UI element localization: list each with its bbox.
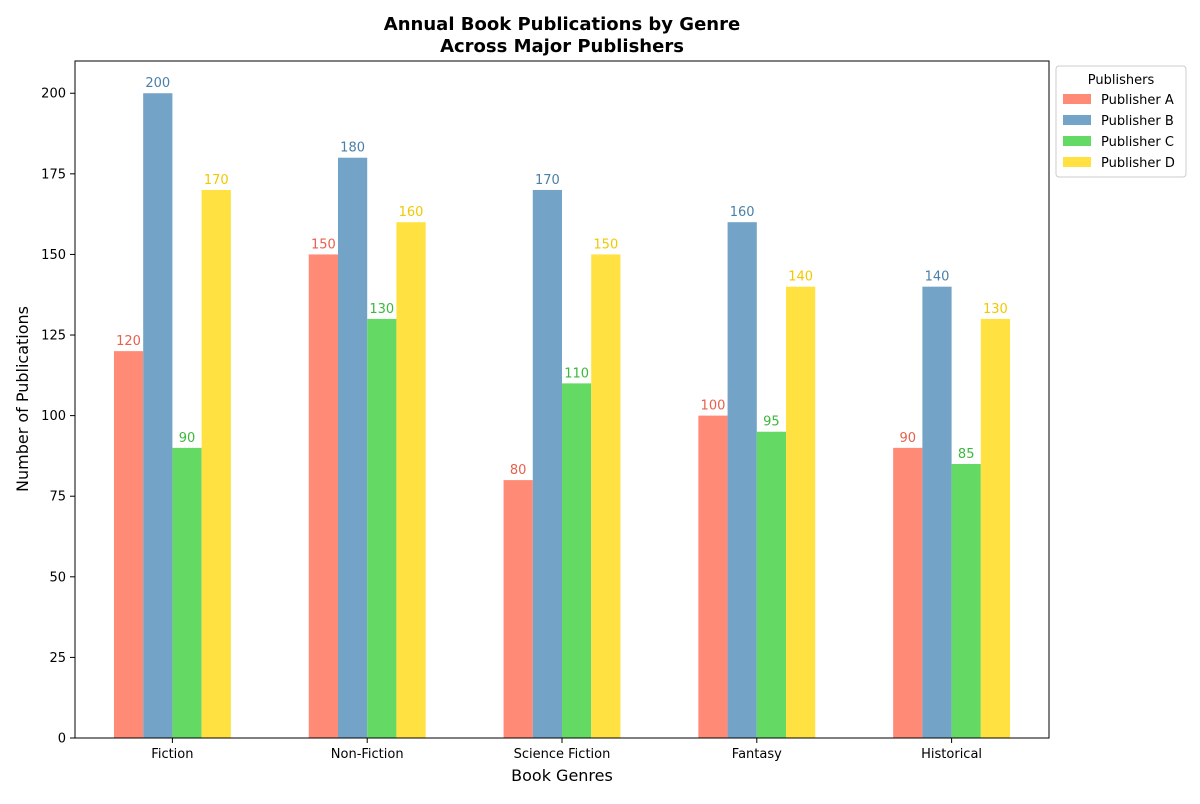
y-tick-label-6: 150	[41, 248, 66, 263]
x-tick-label-4: Historical	[921, 747, 982, 762]
x-tick-label-1: Non-Fiction	[331, 747, 404, 762]
data-label-0-1: 150	[311, 237, 336, 252]
data-label-3-0: 170	[204, 173, 229, 188]
legend-label-3: Publisher D	[1101, 156, 1175, 171]
data-label-3-4: 130	[983, 302, 1008, 317]
chart-title-line-1: Annual Book Publications by Genre	[384, 14, 740, 35]
data-label-0-0: 120	[116, 334, 141, 349]
legend-frame	[1055, 65, 1187, 178]
data-label-0-3: 100	[701, 399, 726, 414]
legend-title: Publishers	[1088, 73, 1155, 88]
x-tick-label-2: Science Fiction	[514, 747, 611, 762]
y-axis-label: Number of Publications	[13, 306, 32, 492]
plot-area: 120 150 80 100 90 200 180 170 160 140 90 130 110 95 85…	[41, 76, 1011, 762]
bar-3-0	[201, 189, 231, 738]
data-label-3-2: 150	[593, 237, 618, 252]
data-label-1-1: 180	[340, 141, 365, 156]
bar-0-1	[308, 254, 338, 738]
bar-3-4	[980, 318, 1011, 738]
chart-title-line-2: Across Major Publishers	[440, 36, 684, 57]
data-label-2-1: 130	[369, 302, 394, 317]
data-label-3-3: 140	[788, 270, 813, 285]
data-label-0-4: 90	[899, 431, 916, 446]
legend: Publishers Publisher A Publisher B Publish…	[1055, 65, 1187, 178]
bar-1-1	[337, 157, 368, 738]
bar-2-2	[562, 383, 592, 738]
y-tick-label-8: 200	[41, 87, 66, 102]
legend-swatch-1	[1063, 115, 1091, 125]
x-tick-label-0: Fiction	[151, 747, 193, 762]
legend-label-1: Publisher B	[1101, 114, 1174, 129]
bar-0-2	[503, 480, 533, 738]
bar-3-1	[396, 222, 426, 738]
data-label-1-4: 140	[925, 270, 950, 285]
data-label-1-0: 200	[145, 76, 170, 91]
y-tick-label-2: 50	[49, 570, 66, 585]
legend-swatch-3	[1063, 157, 1091, 167]
bar-2-3	[756, 431, 787, 738]
bar-0-4	[893, 447, 923, 738]
bar-2-4	[951, 463, 981, 738]
bar-3-3	[786, 286, 816, 738]
bar-3-2	[591, 254, 621, 738]
data-label-1-2: 170	[535, 173, 560, 188]
x-tick-label-3: Fantasy	[732, 747, 782, 762]
y-tick-label-1: 25	[49, 651, 66, 666]
bar-2-0	[172, 447, 202, 738]
data-label-2-4: 85	[958, 447, 975, 462]
data-label-2-2: 110	[564, 366, 589, 381]
plot-frame	[74, 60, 1050, 739]
y-tick-label-3: 75	[49, 490, 66, 505]
y-tick-label-7: 175	[41, 167, 66, 182]
x-axis-label: Book Genres	[511, 766, 613, 785]
y-tick-label-5: 125	[41, 329, 66, 344]
legend-swatch-0	[1063, 94, 1091, 104]
data-label-1-3: 160	[730, 205, 755, 220]
legend-swatch-2	[1063, 136, 1091, 146]
bar-0-0	[113, 351, 144, 738]
data-label-3-1: 160	[399, 205, 424, 220]
data-label-2-0: 90	[179, 431, 196, 446]
bar-0-3	[698, 415, 728, 738]
bar-1-4	[922, 286, 952, 738]
y-tick-label-0: 0	[58, 732, 66, 747]
bar-1-3	[727, 222, 757, 738]
legend-label-0: Publisher A	[1101, 93, 1174, 108]
legend-label-2: Publisher C	[1101, 135, 1174, 150]
bar-1-0	[143, 93, 173, 739]
bar-1-2	[532, 189, 562, 738]
data-label-2-3: 95	[763, 415, 780, 430]
bar-2-1	[367, 318, 397, 738]
y-tick-label-4: 100	[41, 409, 66, 424]
data-label-0-2: 80	[510, 463, 527, 478]
